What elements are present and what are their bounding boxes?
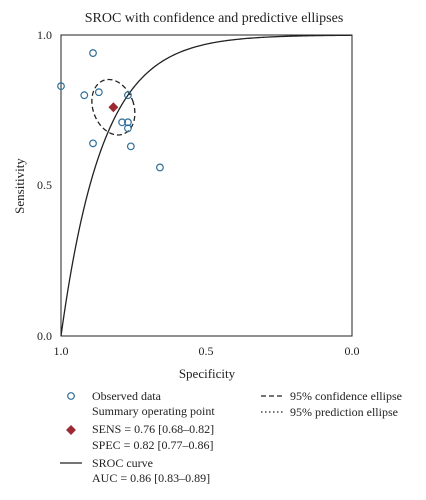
observed-point: [89, 139, 97, 148]
legend-spec: SPEC = 0.82 [0.77–0.86]: [92, 438, 213, 452]
plot-frame: [60, 34, 353, 337]
x-tick-label: 0.5: [199, 344, 214, 358]
observed-point: [124, 91, 132, 100]
y-tick-label: 1.0: [37, 28, 52, 42]
observed-point: [118, 118, 127, 127]
summary-point-layer: [108, 102, 119, 113]
sroc-curve-layer: [60, 34, 353, 337]
observed-point: [156, 163, 164, 172]
legend-observed-marker: [67, 392, 75, 400]
observed-point: [89, 49, 97, 57]
observed-point: [94, 88, 103, 97]
observed-point: [80, 91, 89, 100]
x-tick-label: 0.0: [345, 344, 360, 358]
y-tick-label: 0.5: [37, 178, 52, 192]
x-tick-label: 1.0: [54, 344, 69, 358]
legend-prediction-label: 95% prediction ellipse: [290, 405, 398, 419]
legend-summary-title: Summary operating point: [92, 404, 215, 418]
confidence-ellipse: [91, 78, 136, 136]
y-tick-label: 0.0: [37, 329, 52, 343]
confidence-ellipse-layer: [91, 78, 136, 136]
y-axis-label: Sensitivity: [12, 158, 27, 214]
observed-point: [126, 142, 135, 151]
sroc-curve: [60, 34, 353, 337]
legend-summary-marker: [66, 425, 76, 435]
observed-point: [124, 124, 132, 133]
legend-observed-label: Observed data: [92, 389, 162, 403]
x-axis-label: Specificity: [179, 366, 236, 381]
legend-sens: SENS = 0.76 [0.68–0.82]: [92, 422, 214, 436]
legend-auc: AUC = 0.86 [0.83–0.89]: [92, 471, 210, 485]
legend-confidence-label: 95% confidence ellipse: [290, 389, 402, 403]
observed-point: [57, 82, 65, 91]
legend: Observed data Summary operating point SE…: [60, 389, 402, 485]
chart-title: SROC with confidence and predictive elli…: [85, 11, 344, 26]
summary-point: [108, 102, 119, 113]
observed-points-layer: [57, 49, 164, 172]
legend-sroc-label: SROC curve: [92, 456, 153, 470]
